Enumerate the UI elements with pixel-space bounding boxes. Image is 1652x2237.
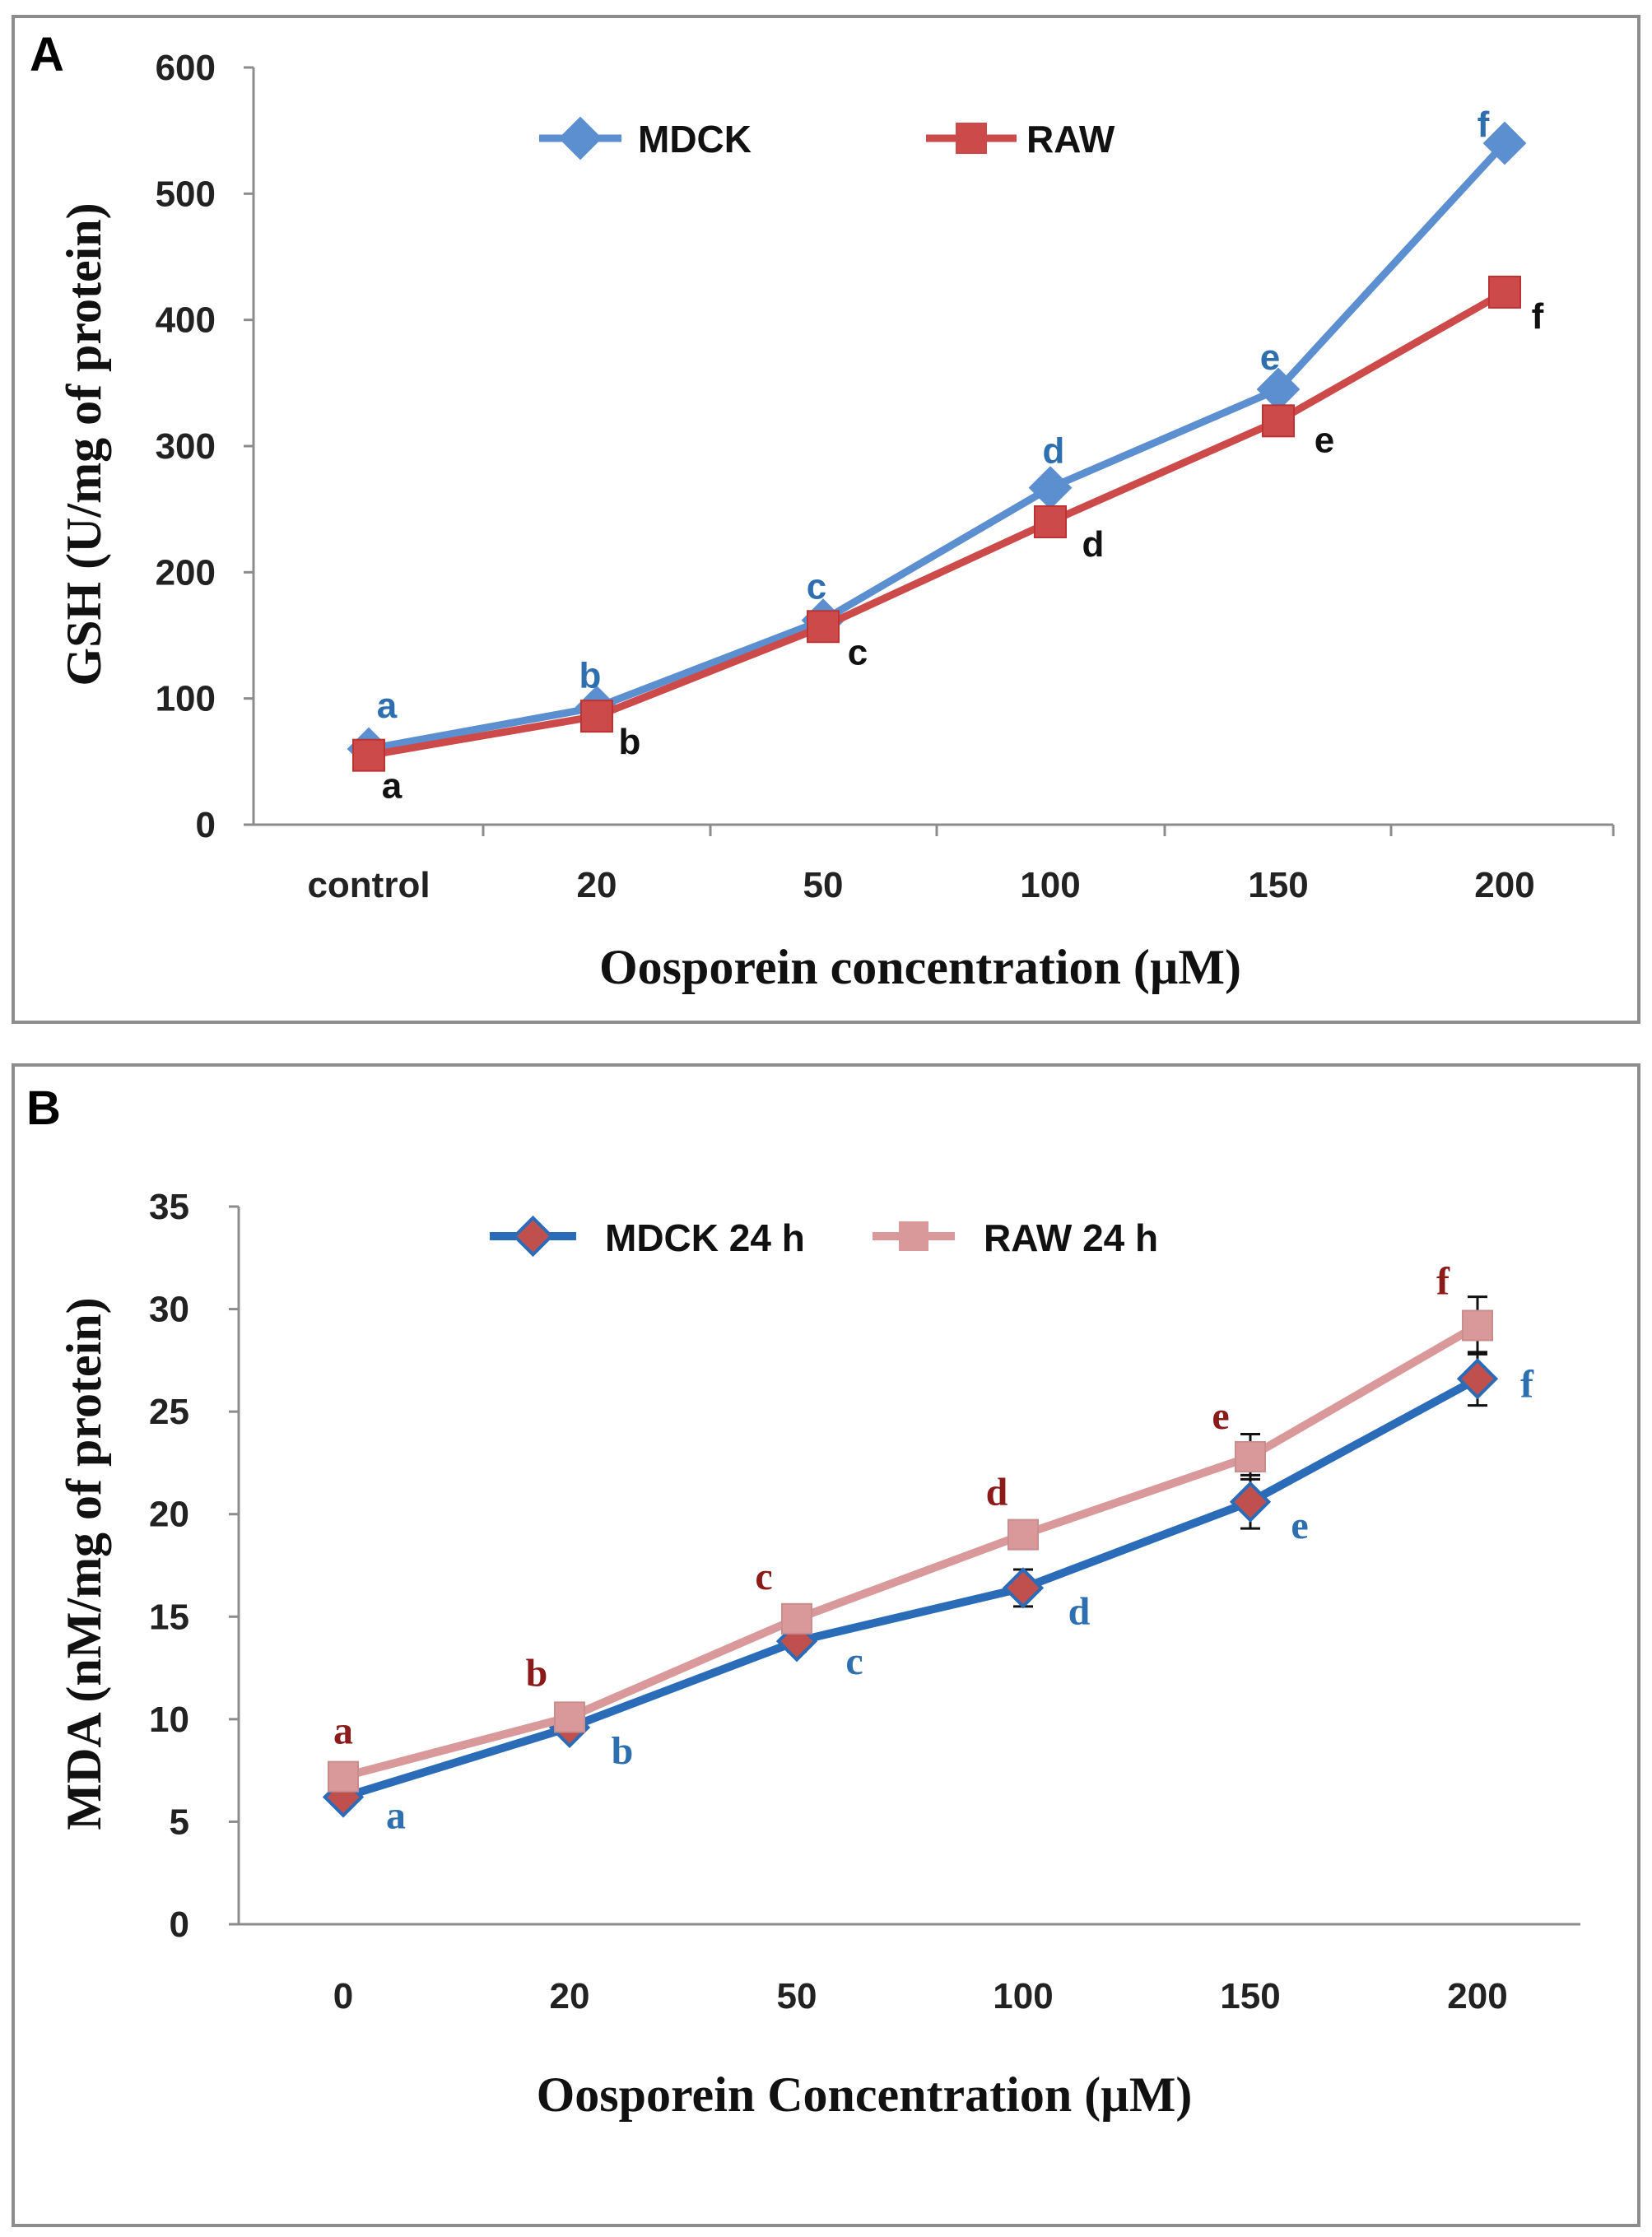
data-point-square <box>781 1602 812 1635</box>
y-axis-title: MDA (nM/mg of protein) <box>57 1297 111 1830</box>
legend-marker-diamond <box>512 1215 554 1258</box>
significance-letter: a <box>333 1709 353 1753</box>
significance-letter: c <box>755 1555 772 1598</box>
data-point-square <box>1462 1309 1493 1342</box>
significance-letter: a <box>386 1794 406 1838</box>
x-tick-label: 150 <box>1248 865 1308 905</box>
data-point-square <box>580 700 613 733</box>
data-point-square <box>328 1760 359 1793</box>
y-tick-label: 5 <box>170 1802 189 1842</box>
significance-letter: b <box>612 1729 634 1773</box>
data-point-square <box>807 610 840 644</box>
y-tick-label: 100 <box>156 679 216 719</box>
legend-label: RAW 24 h <box>984 1216 1158 1259</box>
x-tick-label: 50 <box>803 865 844 905</box>
y-tick-label: 35 <box>149 1187 189 1227</box>
data-point-diamond <box>1229 1481 1272 1523</box>
legend-label: MDCK 24 h <box>605 1216 805 1259</box>
x-tick-label: 100 <box>993 1976 1053 2016</box>
y-tick-label: 10 <box>149 1700 189 1740</box>
significance-letter: d <box>1082 524 1105 565</box>
significance-letter: d <box>1043 431 1065 472</box>
x-tick-label: 20 <box>550 1976 590 2016</box>
x-tick-label: 150 <box>1220 1976 1280 2016</box>
significance-letter: e <box>1260 337 1280 378</box>
x-tick-label: 200 <box>1474 865 1534 905</box>
data-point-diamond <box>1456 1358 1499 1400</box>
data-point-square <box>1262 404 1295 438</box>
series-line-raw-24-h <box>342 1322 1480 1781</box>
legend-label: RAW <box>1026 118 1115 160</box>
series-line-mdck <box>368 140 1508 753</box>
data-point-square <box>352 738 385 772</box>
y-tick-label: 200 <box>156 552 216 593</box>
significance-letter: c <box>848 632 868 672</box>
significance-letter: b <box>619 722 641 762</box>
y-tick-label: 500 <box>156 174 216 214</box>
x-tick-label: 100 <box>1020 865 1080 905</box>
data-point-diamond <box>1002 1567 1045 1609</box>
data-point-diamond <box>1482 121 1527 165</box>
significance-letter: f <box>1532 296 1544 337</box>
significance-letter: f <box>1477 105 1490 145</box>
y-tick-label: 600 <box>156 48 216 88</box>
y-tick-label: 300 <box>156 426 216 467</box>
legend-marker-square <box>899 1221 928 1251</box>
data-point-square <box>554 1701 585 1733</box>
panel-a-chart: 0 100 200 300 400 500 600 control 20 50 100 150 200 O… <box>57 48 1615 994</box>
panel-a-frame <box>12 15 1640 1024</box>
panel-b-label: B <box>26 1081 61 1135</box>
significance-letter: b <box>579 655 602 695</box>
y-axis-title: GSH (U/mg of protein) <box>57 202 111 686</box>
data-point-square <box>1488 275 1521 309</box>
significance-letter: b <box>526 1651 548 1695</box>
x-tick-label: control <box>307 865 430 905</box>
panel-a-label: A <box>30 28 64 81</box>
data-point-square <box>1034 505 1067 538</box>
y-tick-label: 0 <box>170 1904 189 1945</box>
x-tick-label: 20 <box>577 865 617 905</box>
significance-letter: f <box>1436 1260 1450 1304</box>
significance-letter: d <box>1068 1589 1091 1633</box>
y-tick-label: 20 <box>149 1495 189 1535</box>
panel-b-frame <box>12 1063 1640 2227</box>
series-line-raw <box>368 289 1507 760</box>
legend-marker-diamond <box>558 116 603 160</box>
significance-letter: d <box>986 1471 1008 1514</box>
significance-letter: e <box>1291 1504 1308 1547</box>
significance-letter: c <box>845 1639 863 1683</box>
significance-letter: e <box>1315 420 1334 460</box>
x-tick-label: 200 <box>1447 1976 1507 2016</box>
panel-b-chart: 0 5 10 15 20 25 30 35 0 20 50 100 150 200 Oosporein Co… <box>57 1187 1580 2122</box>
y-tick-label: 25 <box>149 1392 189 1432</box>
y-tick-label: 400 <box>156 300 216 341</box>
significance-letter: e <box>1212 1394 1229 1438</box>
x-axis-title: Oosporein concentration (µM) <box>599 940 1241 994</box>
legend-label: MDCK <box>638 118 752 160</box>
x-axis-title: Oosporein Concentration (µM) <box>537 2067 1193 2122</box>
y-tick-label: 15 <box>149 1597 189 1637</box>
data-point-square <box>1235 1440 1266 1472</box>
y-tick-label: 30 <box>149 1290 189 1330</box>
significance-letter: a <box>377 686 398 726</box>
significance-letter: f <box>1520 1362 1534 1406</box>
significance-letter: c <box>807 567 826 607</box>
legend-marker-square <box>956 123 987 154</box>
x-tick-label: 0 <box>333 1976 353 2016</box>
x-tick-label: 50 <box>777 1976 817 2016</box>
significance-letter: a <box>382 766 403 807</box>
y-tick-label: 0 <box>196 805 216 845</box>
series-line-mdck-24-h <box>342 1374 1480 1802</box>
data-point-square <box>1007 1518 1039 1551</box>
